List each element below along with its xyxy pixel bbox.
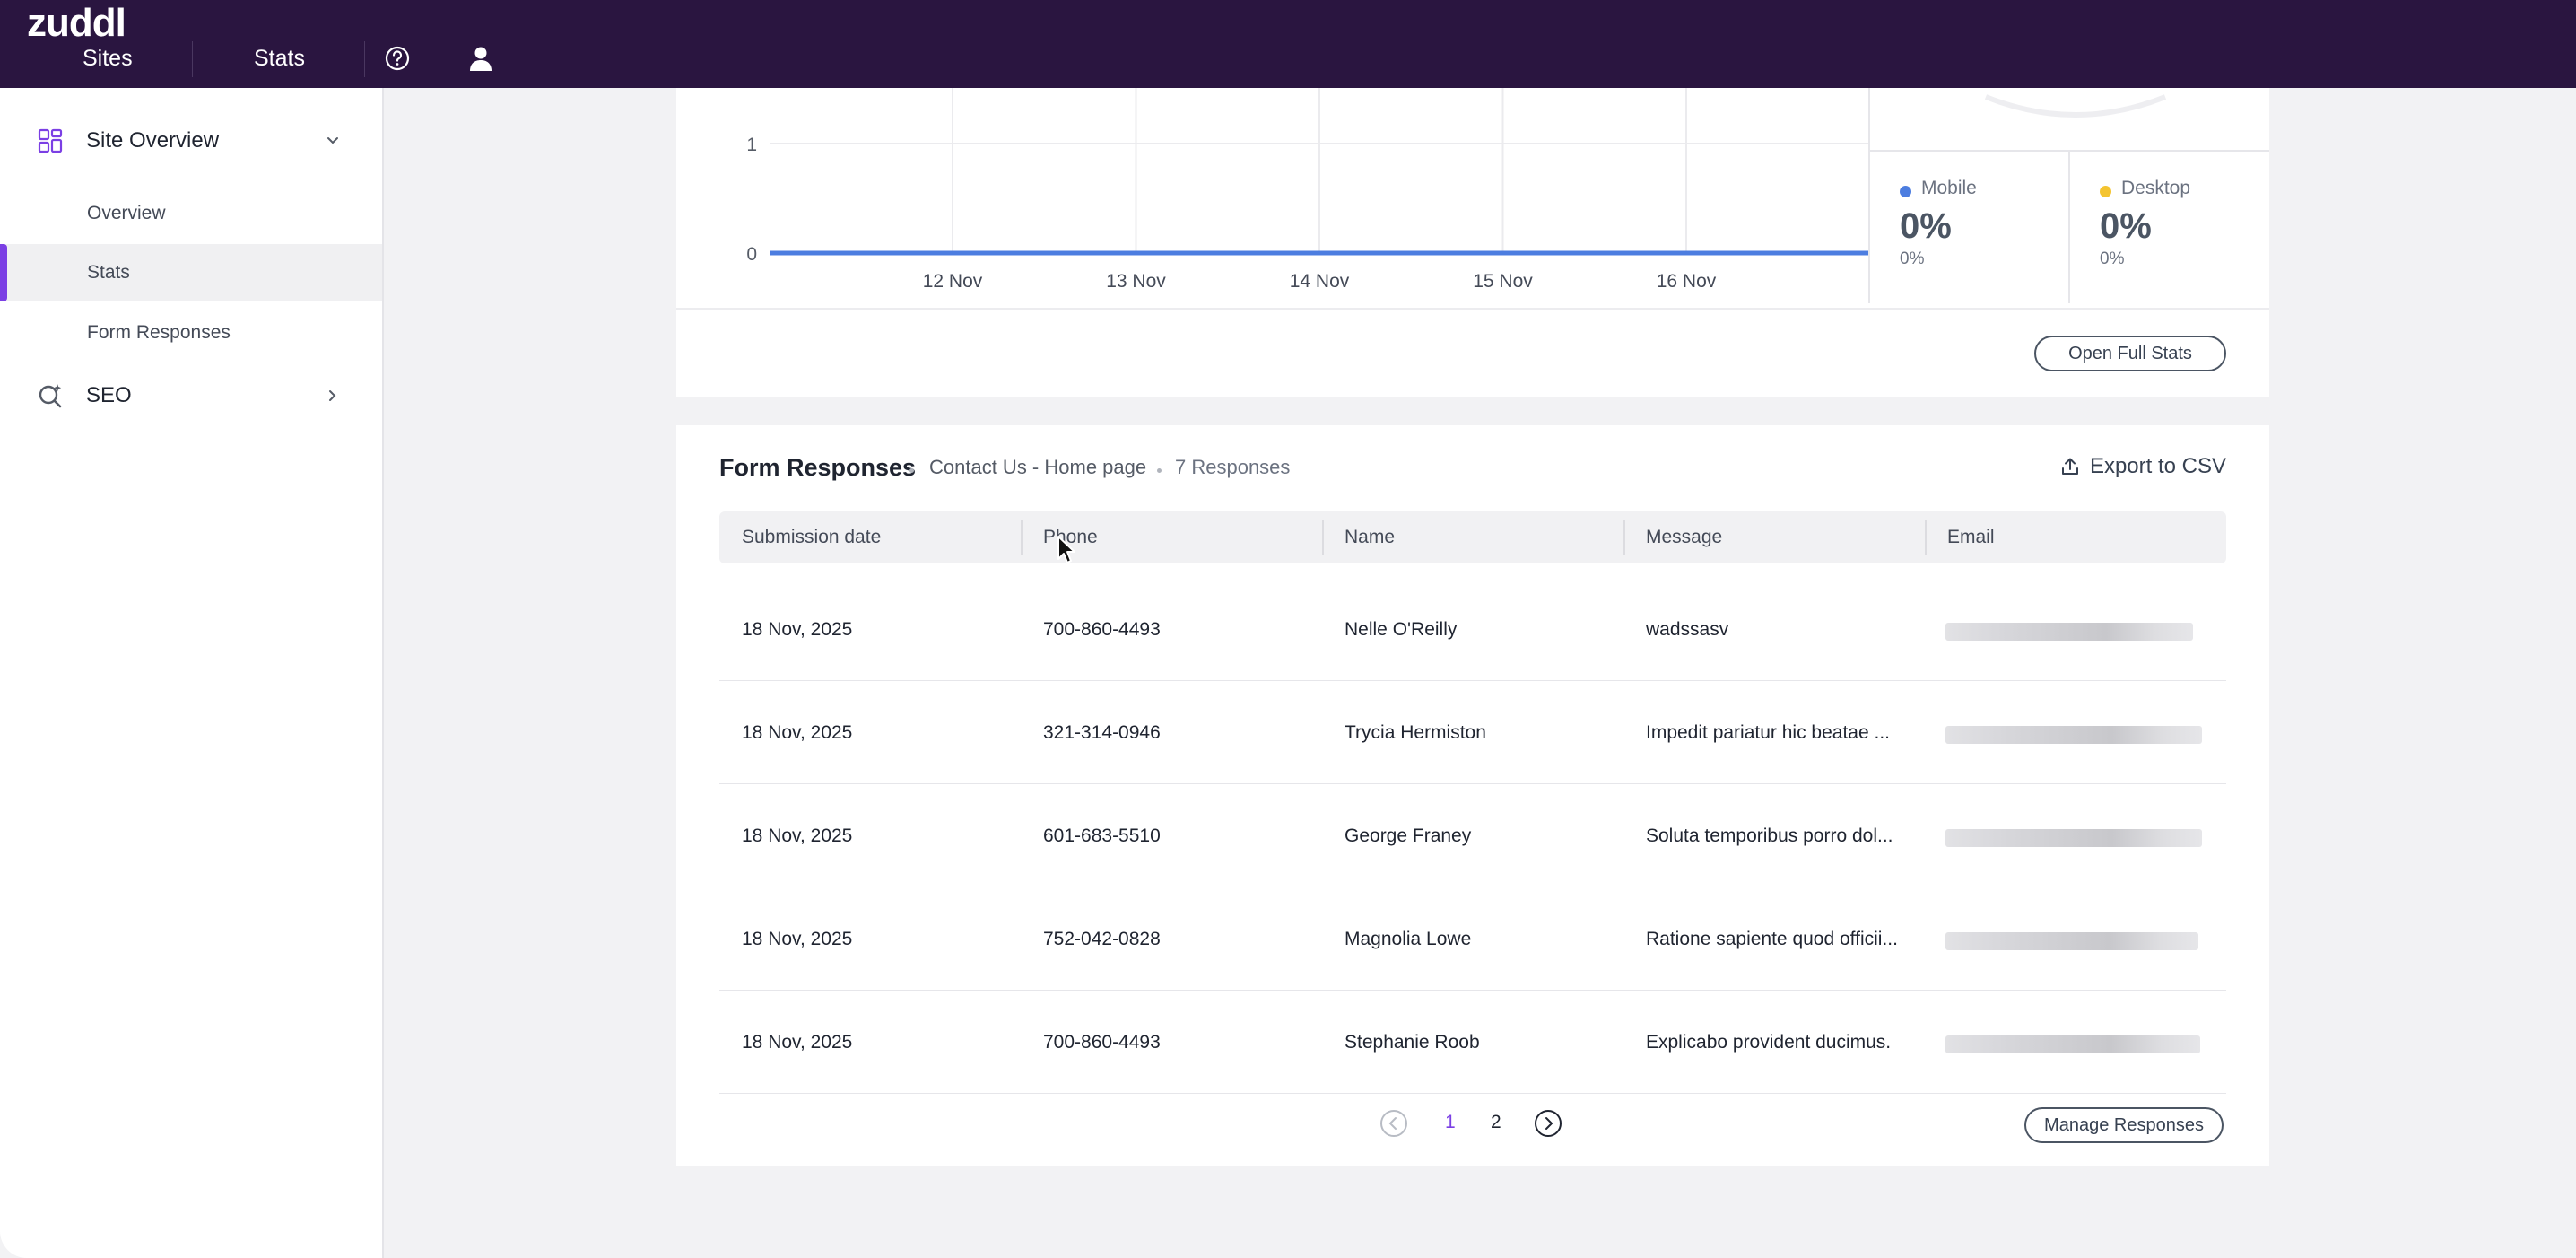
- desktop-color-dot: [2100, 186, 2111, 197]
- prev-page-icon[interactable]: [1379, 1109, 1408, 1138]
- top-navbar: zuddl Sites Stats: [0, 0, 2576, 88]
- column-header-phone[interactable]: Phone: [1043, 527, 1098, 547]
- open-full-stats-button[interactable]: Open Full Stats: [2034, 336, 2226, 371]
- column-divider[interactable]: [1925, 520, 1927, 555]
- cell-submission-date: 18 Nov, 2025: [742, 722, 853, 743]
- manage-responses-button[interactable]: Manage Responses: [2024, 1107, 2224, 1143]
- cell-email-redacted: [1945, 1035, 2200, 1053]
- stats-chart-card: 0 1 12 Nov 13 Nov 14 Nov 15 Nov 16 Nov Mobile …: [676, 88, 2269, 397]
- sidebar-item-label: Form Responses: [87, 322, 231, 343]
- table-row[interactable]: 18 Nov, 2025 700-860-4493 Nelle O'Reilly…: [719, 578, 2226, 681]
- form-responses-title: Form Responses: [719, 454, 917, 481]
- mouse-cursor-icon: [1057, 536, 1075, 563]
- x-tick-label: 16 Nov: [1657, 271, 1717, 292]
- table-row[interactable]: 18 Nov, 2025 601-683-5510 George Franey …: [719, 784, 2226, 887]
- device-sub-percent: 0%: [1900, 249, 1925, 268]
- brand-logo[interactable]: zuddl: [27, 1, 126, 45]
- export-csv-button[interactable]: Export to CSV: [2059, 454, 2226, 479]
- cell-name: Stephanie Roob: [1345, 1032, 1480, 1053]
- column-header-name[interactable]: Name: [1345, 527, 1396, 547]
- sidebar-group-label: SEO: [86, 383, 132, 407]
- sidebar-item-form-responses[interactable]: Form Responses: [0, 304, 382, 362]
- dashboard-grid-icon: [38, 128, 63, 153]
- cell-phone: 601-683-5510: [1043, 826, 1161, 846]
- column-divider[interactable]: [1322, 520, 1324, 555]
- chart-grid: [770, 88, 1869, 254]
- column-header-submission-date[interactable]: Submission date: [742, 527, 882, 547]
- column-header-email[interactable]: Email: [1947, 527, 1995, 547]
- column-divider[interactable]: [1021, 520, 1023, 555]
- search-sparkle-icon: [39, 384, 62, 408]
- cell-name: George Franey: [1345, 826, 1472, 846]
- sidebar-group-site-overview[interactable]: Site Overview: [0, 113, 384, 169]
- column-header-message[interactable]: Message: [1646, 527, 1723, 547]
- cell-submission-date: 18 Nov, 2025: [742, 1032, 853, 1053]
- sidebar-item-label: Stats: [87, 262, 130, 283]
- cell-email-redacted: [1945, 932, 2198, 950]
- x-tick-label: 13 Nov: [1106, 271, 1166, 292]
- response-count: 7 Responses: [1175, 456, 1291, 478]
- sidebar-group-seo[interactable]: SEO: [0, 368, 384, 424]
- y-tick-label: 0: [746, 244, 757, 265]
- table-row[interactable]: 18 Nov, 2025 700-860-4493 Stephanie Roob…: [719, 991, 2226, 1094]
- cell-email-redacted: [1945, 726, 2202, 744]
- page-2-link[interactable]: 2: [1491, 1112, 1501, 1132]
- cell-message: Ratione sapiente quod officii...: [1646, 929, 1898, 949]
- cell-message: Explicabo provident ducimus.: [1646, 1032, 1892, 1053]
- cell-phone: 752-042-0828: [1043, 929, 1161, 949]
- cell-phone: 321-314-0946: [1043, 722, 1161, 743]
- sidebar-item-label: Overview: [87, 203, 166, 223]
- upload-icon: [2061, 458, 2078, 475]
- device-percent: 0%: [2100, 206, 2152, 246]
- chevron-right-icon[interactable]: [323, 386, 343, 406]
- page-1-link[interactable]: 1: [1445, 1112, 1456, 1132]
- chart-tick-labels: 0 1 12 Nov 13 Nov 14 Nov 15 Nov 16 Nov: [746, 135, 1716, 292]
- cell-email-redacted: [1945, 829, 2202, 847]
- x-tick-label: 14 Nov: [1290, 271, 1350, 292]
- cell-submission-date: 18 Nov, 2025: [742, 826, 853, 846]
- sidebar: Site Overview Overview Stats Form Respon…: [0, 88, 384, 1258]
- cell-message: Impedit pariatur hic beatae ...: [1646, 722, 1890, 743]
- cell-name: Magnolia Lowe: [1345, 929, 1472, 949]
- device-sub-percent: 0%: [2100, 249, 2125, 268]
- cell-message: Soluta temporibus porro dol...: [1646, 826, 1893, 846]
- nav-divider: [192, 41, 193, 77]
- sidebar-group-label: Site Overview: [86, 128, 220, 153]
- y-tick-label: 1: [746, 135, 757, 155]
- cell-phone: 700-860-4493: [1043, 619, 1161, 640]
- table-header: Submission date Phone Name Message Email: [719, 511, 2226, 563]
- x-tick-label: 15 Nov: [1473, 271, 1533, 292]
- x-tick-label: 12 Nov: [923, 271, 983, 292]
- chevron-down-icon[interactable]: [323, 131, 343, 151]
- separator-dot: [1157, 468, 1162, 473]
- column-divider[interactable]: [1623, 520, 1625, 555]
- mobile-color-dot: [1900, 186, 1911, 197]
- help-icon[interactable]: [382, 43, 413, 74]
- device-name: Mobile: [1921, 178, 1977, 198]
- nav-divider: [364, 41, 365, 77]
- cell-message: wadssasv: [1646, 619, 1729, 640]
- separator-dot: [909, 468, 914, 473]
- cell-name: Trycia Hermiston: [1345, 722, 1486, 743]
- export-csv-label: Export to CSV: [2089, 454, 2226, 478]
- cell-name: Nelle O'Reilly: [1345, 619, 1458, 640]
- cell-phone: 700-860-4493: [1043, 1032, 1161, 1053]
- next-page-icon[interactable]: [1534, 1109, 1562, 1138]
- table-row[interactable]: 18 Nov, 2025 752-042-0828 Magnolia Lowe …: [719, 887, 2226, 991]
- sidebar-item-overview[interactable]: Overview: [0, 185, 382, 242]
- table-row[interactable]: 18 Nov, 2025 321-314-0946 Trycia Hermist…: [719, 681, 2226, 784]
- nav-stats[interactable]: Stats: [254, 46, 305, 71]
- cell-submission-date: 18 Nov, 2025: [742, 929, 853, 949]
- form-responses-card: Form Responses Contact Us - Home page 7 …: [676, 425, 2269, 1166]
- visits-line-chart: 0 1 12 Nov 13 Nov 14 Nov 15 Nov 16 Nov: [676, 88, 2269, 310]
- sidebar-item-stats[interactable]: Stats: [0, 244, 382, 301]
- device-percent: 0%: [1900, 206, 1952, 246]
- device-name: Desktop: [2121, 178, 2191, 198]
- cell-submission-date: 18 Nov, 2025: [742, 619, 853, 640]
- user-icon[interactable]: [466, 43, 496, 74]
- cell-email-redacted: [1945, 623, 2193, 641]
- form-name: Contact Us - Home page: [929, 456, 1147, 478]
- nav-sites[interactable]: Sites: [83, 46, 133, 71]
